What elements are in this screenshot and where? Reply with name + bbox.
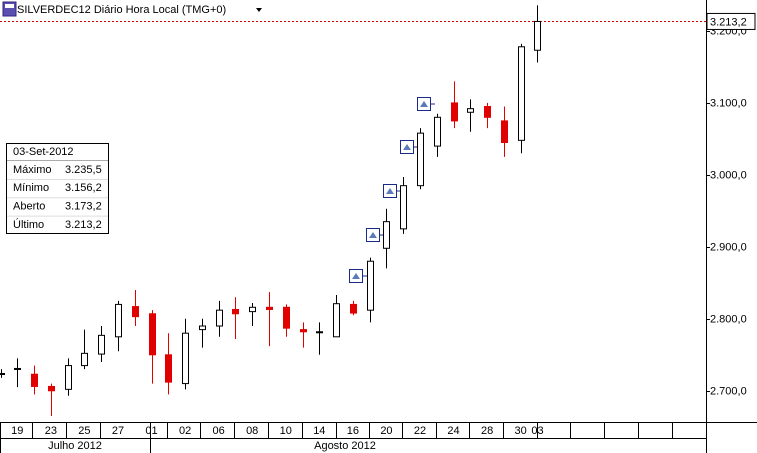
info-value: 3.213,2 bbox=[65, 219, 102, 231]
y-tick-label: 3.000,0 bbox=[710, 169, 747, 181]
info-value: 3.235,5 bbox=[65, 164, 102, 176]
info-label: Mínimo bbox=[13, 182, 49, 194]
candle-body bbox=[149, 313, 156, 356]
candle-body bbox=[350, 303, 357, 314]
candle-body bbox=[48, 385, 55, 392]
y-tick-label: 2.800,0 bbox=[710, 313, 747, 325]
x-tick-label: 27 bbox=[112, 425, 124, 437]
dropdown-arrow[interactable] bbox=[256, 8, 262, 12]
x-group-label: Agosto 2012 bbox=[314, 440, 376, 452]
candle-body bbox=[316, 331, 323, 334]
candle-body bbox=[115, 303, 122, 338]
candle-body bbox=[333, 303, 340, 338]
x-tick-label: 14 bbox=[313, 425, 325, 437]
y-tick-label: 2.900,0 bbox=[710, 241, 747, 253]
last-price-box bbox=[706, 12, 756, 30]
info-box bbox=[6, 143, 109, 234]
event-icon bbox=[386, 188, 394, 194]
info-label: Aberto bbox=[13, 201, 45, 213]
chart-title[interactable]: SILVERDEC12 Diário Hora Local (TMG+0) bbox=[17, 4, 226, 16]
candle-body bbox=[518, 46, 525, 141]
candle-body bbox=[467, 108, 474, 113]
candle-body bbox=[216, 309, 223, 327]
candle-body bbox=[199, 325, 206, 331]
symbol-icon[interactable] bbox=[2, 1, 17, 17]
candle-body bbox=[81, 352, 88, 367]
candle-body bbox=[383, 221, 390, 249]
candle-body bbox=[182, 332, 189, 385]
candle-body bbox=[31, 373, 38, 387]
candle-body bbox=[300, 329, 307, 333]
info-label: Último bbox=[13, 218, 44, 231]
x-tick-label: 19 bbox=[11, 425, 23, 437]
x-tick-label: 25 bbox=[78, 425, 90, 437]
candle-body bbox=[283, 306, 290, 329]
y-tick-label: 3.100,0 bbox=[710, 97, 747, 109]
info-value: 3.173,2 bbox=[65, 201, 102, 213]
candle-body bbox=[434, 116, 441, 147]
candle-body bbox=[14, 367, 21, 370]
candle-body bbox=[232, 308, 239, 315]
candle-body bbox=[266, 306, 273, 310]
event-markers bbox=[349, 97, 435, 283]
x-tick-label: 01 bbox=[145, 425, 157, 437]
y-tick-label: 2.700,0 bbox=[710, 385, 747, 397]
info-date: 03-Set-2012 bbox=[13, 146, 74, 158]
x-tick-label: 02 bbox=[179, 425, 191, 437]
candle-body bbox=[367, 260, 374, 311]
candle-body bbox=[98, 334, 105, 355]
candle-body bbox=[451, 102, 458, 122]
candle-body bbox=[400, 185, 407, 230]
candle-body bbox=[165, 354, 172, 383]
candle-body bbox=[65, 365, 72, 390]
info-value: 3.156,2 bbox=[65, 182, 102, 194]
event-icon bbox=[403, 144, 411, 150]
x-tick-label: 16 bbox=[347, 425, 359, 437]
event-icon bbox=[420, 101, 428, 107]
candle-body bbox=[484, 106, 491, 118]
x-tick-label: 10 bbox=[280, 425, 292, 437]
last-price-label: 3.213,2 bbox=[710, 16, 747, 28]
x-tick-label: 22 bbox=[414, 425, 426, 437]
x-tick-label: 24 bbox=[447, 425, 459, 437]
x-tick-label: 28 bbox=[481, 425, 493, 437]
candle-body bbox=[0, 373, 5, 376]
candle-body bbox=[534, 20, 541, 51]
x-tick-label: 23 bbox=[45, 425, 57, 437]
candle-body bbox=[249, 306, 256, 313]
candle-body bbox=[417, 132, 424, 187]
x-tick-label: 20 bbox=[380, 425, 392, 437]
x-tick-label: 08 bbox=[246, 425, 258, 437]
candle-body bbox=[132, 306, 139, 318]
candle-body bbox=[501, 120, 508, 143]
icon bbox=[5, 4, 14, 8]
event-icon bbox=[369, 232, 377, 238]
info-label: Máximo bbox=[13, 164, 52, 176]
event-icon bbox=[352, 273, 360, 279]
x-tick-label: 06 bbox=[213, 425, 225, 437]
x-group-label: Julho 2012 bbox=[48, 440, 102, 452]
x-tick-label: 30 bbox=[515, 425, 527, 437]
info-panel: 03-Set-2012 bbox=[6, 143, 109, 234]
